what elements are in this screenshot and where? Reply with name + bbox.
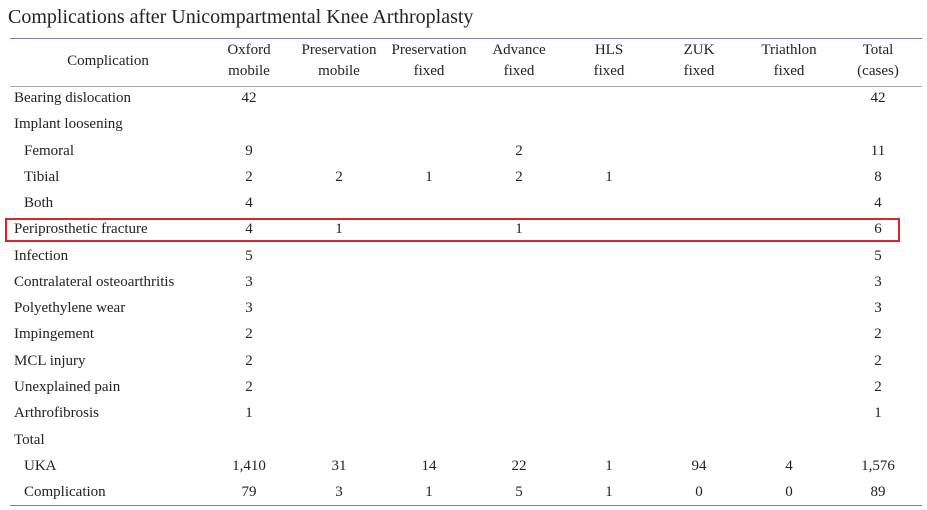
cell: 1 (605, 484, 613, 501)
cell: 4 (245, 221, 253, 238)
cell: 89 (870, 484, 886, 501)
column-header: Advance (492, 42, 546, 58)
column-header: Preservation (391, 42, 467, 58)
column-header: fixed (413, 63, 445, 79)
column-header: fixed (503, 63, 535, 79)
row-highlight (5, 218, 900, 243)
cell: 22 (511, 457, 527, 474)
cell: 2 (874, 352, 882, 369)
cell: 11 (870, 142, 886, 159)
column-header: mobile (318, 63, 360, 79)
cell: 42 (241, 90, 257, 106)
column-header: Triathlon (761, 42, 817, 58)
cell: 1 (425, 484, 433, 501)
row-label: Contralateral osteoarthritis (14, 273, 175, 290)
cell: 5 (874, 247, 882, 264)
cell: 3 (874, 273, 882, 290)
column-header: fixed (683, 63, 715, 79)
column-header: fixed (773, 63, 805, 79)
column-header: HLS (594, 42, 624, 58)
column-header: Preservation (301, 42, 377, 58)
cell: 1 (605, 457, 613, 474)
row-label: Both (24, 195, 54, 212)
cell: 0 (695, 484, 703, 501)
cell: 1 (605, 168, 613, 185)
row-label: Impingement (14, 326, 94, 343)
cell: 14 (421, 457, 437, 474)
cell: 3 (874, 300, 882, 317)
cell: 2 (245, 352, 253, 369)
row-label: Unexplained pain (14, 378, 121, 395)
row-label: Bearing dislocation (14, 90, 132, 106)
cell: 2 (874, 378, 882, 395)
column-header: fixed (593, 63, 625, 79)
cell: 5 (515, 484, 523, 501)
column-header: Total (862, 42, 894, 58)
column-header: ZUK (683, 42, 715, 58)
cell: 2 (245, 378, 253, 395)
cell: 2 (874, 326, 882, 343)
cell: 3 (245, 300, 253, 317)
cell: 1 (874, 405, 882, 422)
cell: 2 (515, 168, 523, 185)
cell: 1 (335, 221, 343, 238)
row-label: Infection (14, 247, 69, 264)
row-label: Periprosthetic fracture (14, 221, 148, 238)
cell: 6 (874, 221, 882, 238)
cell: 2 (515, 142, 523, 159)
cell: 42 (870, 90, 886, 106)
header-rule (10, 86, 922, 87)
cell: 9 (245, 142, 253, 159)
cell: 1,576 (861, 457, 895, 474)
row-label: MCL injury (14, 352, 86, 369)
cell: 3 (335, 484, 343, 501)
cell: 79 (241, 484, 257, 501)
cell: 4 (874, 195, 882, 212)
cell: 5 (245, 247, 253, 264)
column-header: Oxford (227, 42, 271, 58)
table-title: Complications after Unicompartmental Kne… (8, 6, 474, 28)
cell: 3 (245, 273, 253, 290)
cell: 0 (785, 484, 793, 501)
cell: 2 (335, 168, 343, 185)
column-header: (cases) (857, 63, 899, 79)
bottom-rule (10, 505, 922, 506)
top-rule (10, 38, 922, 39)
cell: 1 (245, 405, 253, 422)
column-header: Complication (67, 53, 149, 69)
cell: 2 (245, 326, 253, 343)
cell: 1,410 (232, 457, 266, 474)
row-label: UKA (24, 457, 57, 474)
cell: 31 (331, 457, 347, 474)
cell: 94 (691, 457, 707, 474)
row-label: Implant loosening (14, 116, 123, 133)
column-header: mobile (228, 63, 270, 79)
row-label: Total (14, 431, 45, 448)
cell: 4 (245, 195, 253, 212)
cell: 4 (785, 457, 793, 474)
row-label: Femoral (24, 142, 74, 159)
cell: 8 (874, 168, 882, 185)
cell: 1 (515, 221, 523, 238)
row-label: Tibial (24, 168, 60, 185)
cell: 1 (425, 168, 433, 185)
row-label: Arthrofibrosis (14, 405, 99, 422)
row-label: Polyethylene wear (14, 300, 126, 317)
cell: 2 (245, 168, 253, 185)
row-label: Complication (24, 484, 106, 501)
